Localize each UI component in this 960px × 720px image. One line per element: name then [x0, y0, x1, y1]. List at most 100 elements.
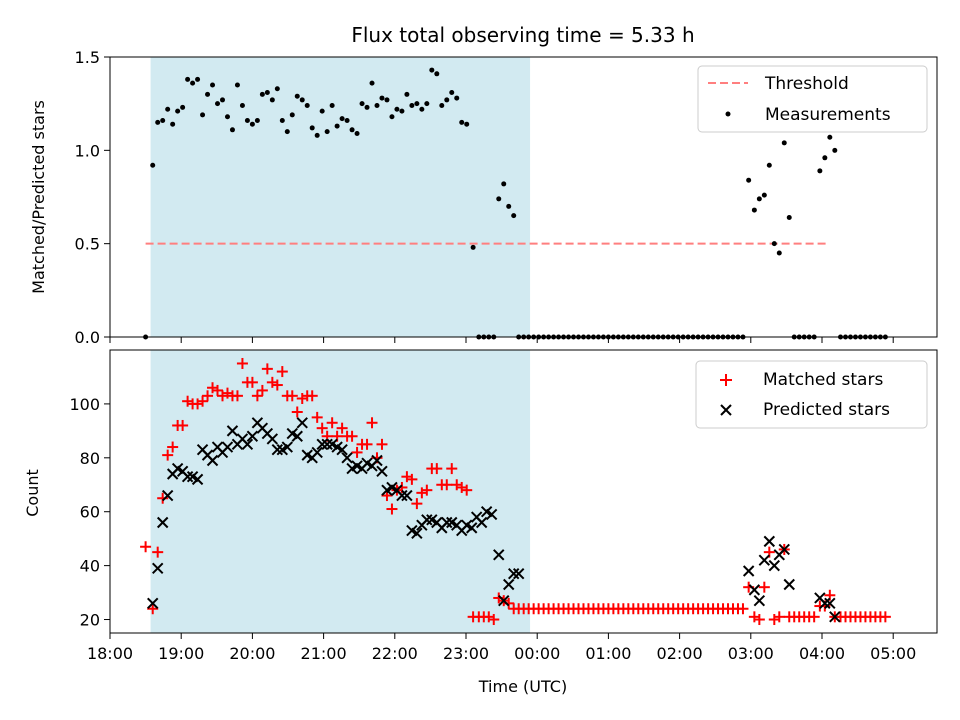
measurement-point [419, 106, 425, 112]
bottom-plot-frame [109, 349, 938, 634]
measurement-point [165, 106, 171, 112]
matched-star-point [768, 614, 780, 626]
matched-star-point [773, 611, 785, 623]
predicted-star-point [824, 597, 836, 610]
x-tick-label: 02:00 [657, 644, 703, 663]
matched-star-point [231, 390, 243, 402]
measurement-point [464, 121, 470, 127]
matched-star-point [197, 395, 209, 407]
matched-star-point [346, 430, 358, 442]
measurement-point [155, 119, 161, 125]
measurement-point [170, 121, 176, 127]
bottom-y-tick-label: 20 [80, 611, 100, 630]
measurement-point [761, 192, 767, 198]
predicted-star-point [421, 514, 433, 526]
predicted-star-point [475, 516, 488, 529]
x-axis-label: Time (UTC) [478, 677, 567, 696]
matched-star-point [376, 438, 388, 450]
predicted-star-point [311, 446, 323, 459]
predicted-star-point [411, 527, 423, 539]
predicted-star-point [748, 584, 761, 596]
measurement-point [766, 162, 772, 168]
matched-star-point [446, 463, 458, 475]
top-plot-frame [109, 56, 938, 338]
measurement-point [195, 76, 201, 82]
measurement-point [511, 213, 517, 219]
measurement-point [274, 86, 280, 92]
x-tick-label: 21:00 [301, 644, 347, 663]
matched-star-point [879, 611, 891, 623]
x-tick-label: 01:00 [585, 644, 631, 663]
measurement-point [434, 71, 440, 77]
predicted-star-point [498, 594, 510, 607]
measurement-point [781, 140, 787, 146]
predicted-star-point [376, 465, 388, 477]
measurement-point [259, 91, 265, 97]
bottom-y-axis-label: Count [23, 469, 42, 517]
x-tick-label: 20:00 [229, 644, 275, 663]
measurement-point [496, 196, 502, 202]
measurement-point [309, 125, 315, 131]
top-x-ticks [109, 337, 894, 343]
matched-star-point [361, 438, 373, 450]
measurement-point [399, 108, 405, 114]
predicted-star-point [266, 433, 279, 445]
top-legend-frame [697, 65, 928, 133]
measurement-point [822, 155, 828, 161]
predicted-star-point [396, 489, 408, 502]
measurement-point [374, 103, 380, 109]
measurement-point [424, 101, 430, 107]
predicted-star-point [221, 441, 234, 453]
predicted-star-point [206, 454, 219, 467]
bottom-panel: 20 40 60 80 100 18:00 19:00 20:00 21:00 22:00 23:… [23, 349, 938, 696]
measurement-point [817, 168, 823, 174]
measurement-point [219, 97, 225, 103]
matched-star-point [286, 390, 298, 402]
matched-star-point [351, 446, 363, 458]
bottom-legend-frame [695, 360, 928, 429]
matched-star-point [808, 611, 820, 623]
measurement-point [344, 117, 350, 123]
measurement-point [776, 250, 782, 256]
predicted-star-point [829, 611, 841, 623]
top-y-tick-label: 1.5 [75, 48, 100, 67]
predicted-star-point [763, 535, 776, 548]
measurement-point [339, 116, 345, 122]
bottom-y-tick-label: 40 [80, 557, 100, 576]
predicted-star-point [441, 516, 453, 529]
top-y-axis-label: Matched/Predicted stars [29, 100, 48, 294]
predicted-star-point [778, 543, 790, 556]
measurement-point [832, 147, 838, 153]
matched-star-point [326, 417, 338, 429]
x-tick-label: 19:00 [158, 644, 204, 663]
measurement-point [210, 82, 216, 88]
top-panel: 0.0 0.5 1.0 1.5 Flux total observing time =… [29, 23, 938, 347]
predicted-star-point [493, 549, 505, 561]
measurement-point [239, 103, 245, 109]
matched-star-point [251, 390, 263, 402]
legend-threshold-label: Threshold [764, 74, 849, 94]
legend-measurements-label: Measurements [765, 105, 891, 125]
measurement-point [827, 134, 833, 140]
measurement-point [334, 123, 340, 129]
legend-measurements-swatch [725, 111, 731, 117]
measurement-point [279, 117, 285, 123]
bottom-x-axis: 18:00 19:00 20:00 21:00 22:00 23:00 00:00 01:00… [87, 633, 916, 663]
measurement-point [180, 104, 186, 110]
matched-star-point [261, 363, 273, 375]
x-tick-label: 18:00 [87, 644, 133, 663]
predicted-star-point [512, 567, 525, 580]
predicted-star-point [271, 444, 284, 456]
measurement-point [429, 67, 435, 73]
predicted-star-point [336, 444, 348, 456]
matched-star-point [441, 479, 453, 491]
measurement-point [394, 106, 400, 112]
measurement-point [384, 97, 390, 103]
measurement-point [190, 80, 196, 86]
measurement-point [284, 129, 290, 135]
predicted-star-point [181, 470, 194, 483]
matched-star-point [236, 357, 248, 369]
matched-star-point [737, 603, 749, 615]
top-y-tick-label: 1.0 [75, 141, 100, 160]
measurement-point [379, 95, 385, 101]
